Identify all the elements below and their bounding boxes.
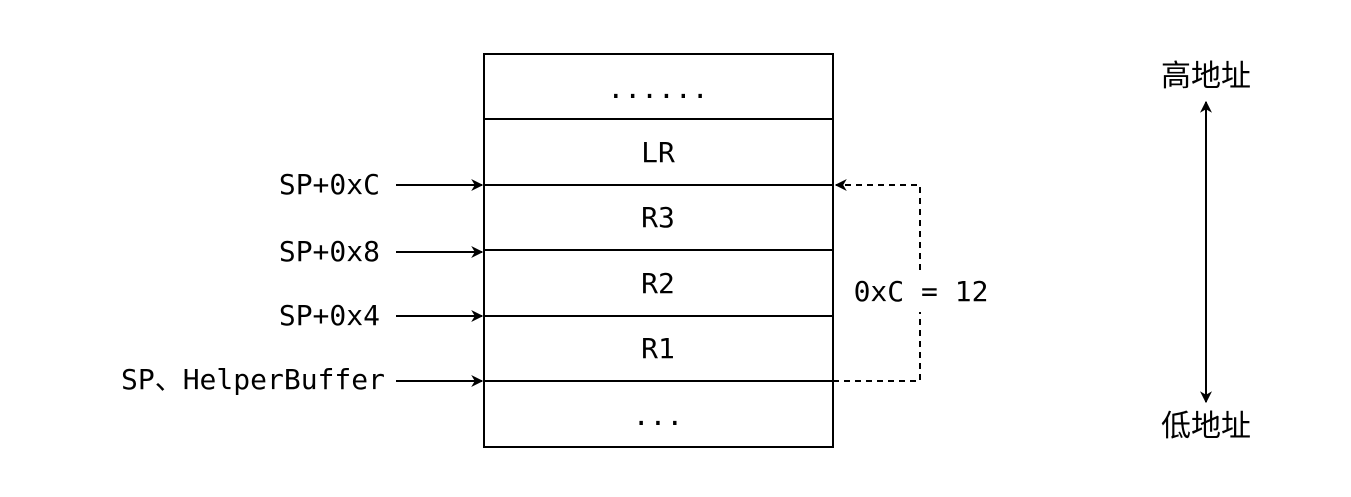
stack-cell-bottom-ellipsis: ... <box>633 399 684 432</box>
offset-label-background <box>842 270 1002 312</box>
stack-cell-r3: R3 <box>641 201 675 234</box>
stack-cell-top-ellipsis: ...... <box>607 72 708 105</box>
stack-cell-r2: R2 <box>641 267 675 300</box>
offset-bracket-dashed <box>833 179 921 382</box>
low-address-label: 低地址 <box>1161 409 1251 444</box>
offset-label: 0xC = 12 <box>854 275 989 308</box>
high-address-label: 高地址 <box>1161 59 1251 94</box>
pointer-label-sp-helperbuffer: SP、HelperBuffer <box>121 363 385 396</box>
pointer-label-sp-0x8: SP+0x8 <box>279 235 380 268</box>
stack-cell-r1: R1 <box>641 332 675 365</box>
pointer-label-sp-0x4: SP+0x4 <box>279 299 380 332</box>
pointer-label-sp-0xc: SP+0xC <box>279 168 380 201</box>
stack-cell-lr: LR <box>641 136 675 169</box>
